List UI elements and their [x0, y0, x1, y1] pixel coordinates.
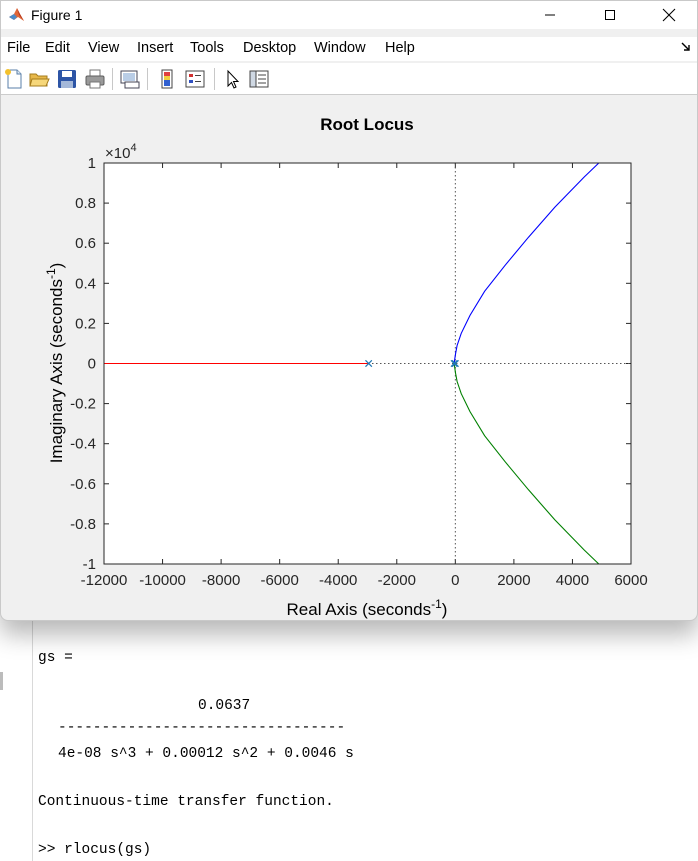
- menu-view[interactable]: View: [88, 40, 120, 56]
- y-axis-label-text: Imaginary Axis (seconds: [47, 279, 66, 463]
- x-axis-label-text: Real Axis (seconds: [287, 600, 432, 619]
- x-tick-label: 4000: [556, 572, 589, 589]
- close-icon: [662, 8, 676, 22]
- y-tick-label: 0.6: [75, 235, 96, 252]
- minimize-button[interactable]: [520, 1, 580, 29]
- menu-help[interactable]: Help: [385, 40, 415, 56]
- locus-branches: [104, 162, 600, 565]
- x-tick-label: -4000: [319, 572, 357, 589]
- cmd-numerator: 0.0637: [198, 698, 251, 714]
- root-locus-chart[interactable]: Root Locus ×104 -12000 -10000 -8000 -6000 -4…: [1, 97, 697, 621]
- menu-window[interactable]: Window: [314, 40, 366, 56]
- chart-title: Root Locus: [320, 115, 414, 134]
- pole-marker-1: [451, 359, 459, 368]
- y-tick-label: -0.4: [70, 436, 96, 453]
- toolbar-separator: [214, 68, 215, 90]
- menu-tools[interactable]: Tools: [190, 40, 224, 56]
- save-icon[interactable]: [56, 68, 78, 90]
- title-bar[interactable]: Figure 1: [1, 1, 697, 29]
- y-multiplier-exponent: 4: [130, 142, 136, 154]
- x-tick-label: -8000: [202, 572, 240, 589]
- y-axis-label-exponent: -1: [44, 268, 58, 279]
- open-loop-poles: [365, 359, 459, 368]
- cmd-fraction-bar: ---------------------------------: [58, 720, 346, 736]
- matlab-logo-icon: [9, 8, 24, 21]
- x-axis-label: Real Axis (seconds-1): [287, 597, 448, 619]
- x-tick-label: -10000: [139, 572, 186, 589]
- x-tick-label: -2000: [378, 572, 416, 589]
- link-plot-icon[interactable]: [119, 68, 141, 90]
- locus-branch-2: [453, 363, 600, 565]
- plot-area: Root Locus ×104 -12000 -10000 -8000 -6000 -4…: [1, 97, 697, 621]
- y-multiplier-base: ×10: [105, 145, 130, 162]
- axis-ticks: -12000 -10000 -8000 -6000 -4000 -2000 0 2000 400…: [70, 155, 648, 589]
- pole-marker-2: [450, 359, 458, 368]
- command-window-gutter: [0, 600, 33, 861]
- menu-file[interactable]: File: [7, 40, 31, 56]
- figure-toolbar: [1, 63, 697, 95]
- toolbar-separator: [147, 68, 148, 90]
- pole-stroke: [365, 359, 373, 368]
- x-axis-label-close: ): [442, 600, 448, 619]
- x-tick-label: -6000: [260, 572, 298, 589]
- pole-stroke: [451, 359, 459, 368]
- print-icon[interactable]: [84, 68, 106, 90]
- menu-edit[interactable]: Edit: [45, 40, 70, 56]
- y-tick-label: -1: [83, 556, 96, 573]
- pole-marker-3: [365, 359, 373, 368]
- command-window[interactable]: gs = 0.0637 ----------------------------…: [0, 600, 698, 861]
- y-tick-label: 1: [88, 155, 96, 172]
- x-tick-label: 2000: [497, 572, 530, 589]
- maximize-icon: [605, 10, 615, 20]
- cmd-description: Continuous-time transfer function.: [38, 794, 334, 810]
- property-inspector-icon[interactable]: [248, 68, 270, 90]
- menu-desktop[interactable]: Desktop: [243, 40, 297, 56]
- cmd-output-variable: gs =: [38, 650, 73, 666]
- menu-insert[interactable]: Insert: [137, 40, 174, 56]
- window-title: Figure 1: [31, 7, 83, 23]
- new-figure-icon[interactable]: [3, 68, 25, 90]
- figure-window[interactable]: Figure 1 File Edit View Insert Tools Des…: [0, 0, 698, 621]
- toolbar-separator: [112, 68, 113, 90]
- menu-bar: File Edit View Insert Tools Desktop Wind…: [1, 37, 697, 61]
- y-tick-label: 0.4: [75, 275, 96, 292]
- pole-stroke: [450, 359, 458, 368]
- minimize-icon: [545, 14, 555, 16]
- cmd-denominator: 4e-08 s^3 + 0.00012 s^2 + 0.0046 s: [58, 746, 354, 762]
- insert-colorbar-icon[interactable]: [156, 68, 178, 90]
- gutter-marker: [0, 672, 3, 690]
- x-axis-label-exponent: -1: [431, 597, 442, 611]
- y-axis-multiplier: ×104: [105, 142, 137, 162]
- y-tick-label: 0.2: [75, 315, 96, 332]
- edit-plot-icon[interactable]: [222, 68, 244, 90]
- y-axis-label-close: ): [47, 263, 66, 269]
- close-button[interactable]: [639, 1, 697, 29]
- x-tick-label: 6000: [614, 572, 647, 589]
- x-tick-label: 0: [451, 572, 459, 589]
- y-axis-label: Imaginary Axis (seconds-1): [44, 263, 66, 464]
- locus-branch-1: [453, 162, 600, 364]
- cmd-prompt-line[interactable]: >> rlocus(gs): [38, 842, 152, 858]
- x-tick-label: -12000: [81, 572, 128, 589]
- insert-legend-icon[interactable]: [184, 68, 206, 90]
- y-tick-label: 0: [88, 356, 96, 373]
- open-file-icon[interactable]: [28, 68, 50, 90]
- maximize-button[interactable]: [580, 1, 640, 29]
- y-tick-label: -0.2: [70, 396, 96, 413]
- axes-box: [103, 162, 632, 565]
- dock-arrow-icon[interactable]: [680, 41, 691, 52]
- y-tick-label: 0.8: [75, 195, 96, 212]
- y-tick-label: -0.6: [70, 476, 96, 493]
- y-tick-label: -0.8: [70, 516, 96, 533]
